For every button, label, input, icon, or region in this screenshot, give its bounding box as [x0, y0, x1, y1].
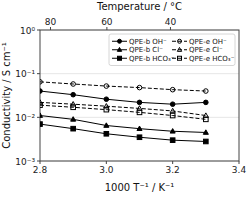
legend-item: QPE-b Cl⁻ — [112, 46, 163, 54]
y-tick — [37, 161, 40, 162]
y-tick-label: 10⁻¹ — [15, 69, 35, 79]
legend-box — [109, 34, 235, 66]
x2-tick — [50, 27, 51, 30]
grid-line — [40, 73, 239, 74]
legend-item: QPE-b HCO₃⁻ — [112, 55, 175, 63]
legend-marker — [118, 56, 122, 60]
legend-item: QPE-e OH⁻ — [172, 38, 227, 46]
series-line — [40, 91, 206, 104]
series-marker — [137, 135, 142, 140]
legend: QPE-b OH⁻QPE-b Cl⁻QPE-b HCO₃⁻QPE-e OH⁻QP… — [109, 34, 235, 66]
x-tick-label: 3.0 — [99, 165, 114, 175]
series-marker — [40, 89, 42, 94]
series-marker — [203, 130, 208, 134]
y-tick — [37, 73, 40, 74]
x-tick-label: 3.4 — [232, 165, 247, 175]
y-axis-label: Conductivity / S cm⁻¹ — [1, 42, 12, 149]
legend-label: QPE-e Cl⁻ — [189, 46, 223, 54]
y-tick — [37, 30, 40, 31]
series-marker — [71, 92, 76, 97]
legend-item: QPE-e Cl⁻ — [172, 46, 223, 54]
axes: 2.8 3.0 3.2 3.4 80 60 40 10⁻³ 10⁻² 10⁻¹ 10⁰ — [15, 17, 246, 175]
legend-label: QPE-e OH⁻ — [189, 38, 227, 46]
series-marker — [137, 85, 142, 90]
series-marker — [170, 129, 175, 133]
x-axis-label: 1000 T⁻¹ / K⁻¹ — [105, 182, 175, 193]
legend-marker — [177, 47, 181, 51]
x2-tick — [106, 27, 107, 30]
y-tick-label: 10⁻² — [15, 113, 35, 123]
y-tick — [37, 117, 40, 118]
series-line — [40, 102, 206, 115]
x2-tick-label: 40 — [165, 17, 177, 27]
legend-label: QPE-b OH⁻ — [129, 38, 167, 46]
series-marker — [104, 123, 109, 127]
legend-line — [172, 49, 187, 50]
series-marker — [170, 87, 175, 92]
x2-tick-label: 60 — [101, 17, 113, 27]
series — [40, 103, 208, 122]
background — [0, 0, 248, 197]
series-marker — [40, 113, 43, 117]
series-marker — [104, 107, 109, 112]
series-marker — [204, 100, 209, 105]
legend-item: QPE-e HCO₃⁻ — [172, 55, 235, 63]
series-marker — [71, 82, 76, 87]
legend-line — [172, 41, 187, 42]
series — [40, 113, 208, 134]
series-marker — [170, 113, 175, 118]
series-line — [40, 105, 206, 119]
series-line — [40, 82, 206, 91]
x2-axis-label: Temperature / °C — [96, 1, 182, 12]
legend-marker — [117, 47, 121, 51]
chart: 2.8 3.0 3.2 3.4 80 60 40 10⁻³ 10⁻² 10⁻¹ 10⁰ 1000 T⁻… — [0, 0, 248, 197]
legend-marker — [178, 56, 182, 60]
series-marker — [170, 102, 175, 107]
series-marker — [137, 110, 142, 115]
series — [40, 100, 208, 118]
series — [40, 122, 208, 144]
x-tick — [239, 161, 240, 164]
series-marker — [40, 80, 42, 85]
legend-marker — [178, 39, 182, 43]
x2-tick-label: 80 — [45, 17, 57, 27]
x-tick-label: 3.2 — [166, 165, 180, 175]
series-marker — [104, 97, 109, 102]
series-marker — [71, 126, 76, 131]
series-marker — [40, 103, 42, 108]
x-tick — [106, 161, 107, 164]
series-line — [40, 124, 206, 141]
y-tick-label: 10⁰ — [20, 26, 35, 36]
series-marker — [71, 105, 76, 110]
legend-line — [172, 58, 187, 59]
series-marker — [104, 131, 109, 136]
series — [40, 80, 208, 94]
y-tick-label: 10⁻³ — [15, 157, 35, 167]
series-marker — [40, 122, 42, 127]
series-marker — [204, 139, 209, 144]
x-tick — [172, 161, 173, 164]
series-line — [40, 116, 206, 133]
legend-label: QPE-b Cl⁻ — [129, 46, 163, 54]
legend-label: QPE-e HCO₃⁻ — [189, 55, 235, 63]
legend-marker — [118, 39, 122, 43]
series-marker — [137, 126, 142, 130]
x2-tick — [170, 27, 171, 30]
series-marker — [137, 100, 142, 105]
series-marker — [170, 138, 175, 143]
grid-line — [40, 117, 239, 118]
plot-area — [40, 80, 208, 144]
grid — [40, 30, 239, 161]
legend-label: QPE-b HCO₃⁻ — [129, 55, 175, 63]
plot-frame — [40, 30, 239, 161]
series-marker — [71, 117, 76, 121]
series-marker — [204, 117, 209, 122]
legend-item: QPE-b OH⁻ — [112, 38, 167, 46]
series-marker — [204, 89, 209, 94]
series-marker — [104, 84, 109, 89]
series-marker — [170, 108, 175, 112]
x-tick-label: 2.8 — [33, 165, 48, 175]
